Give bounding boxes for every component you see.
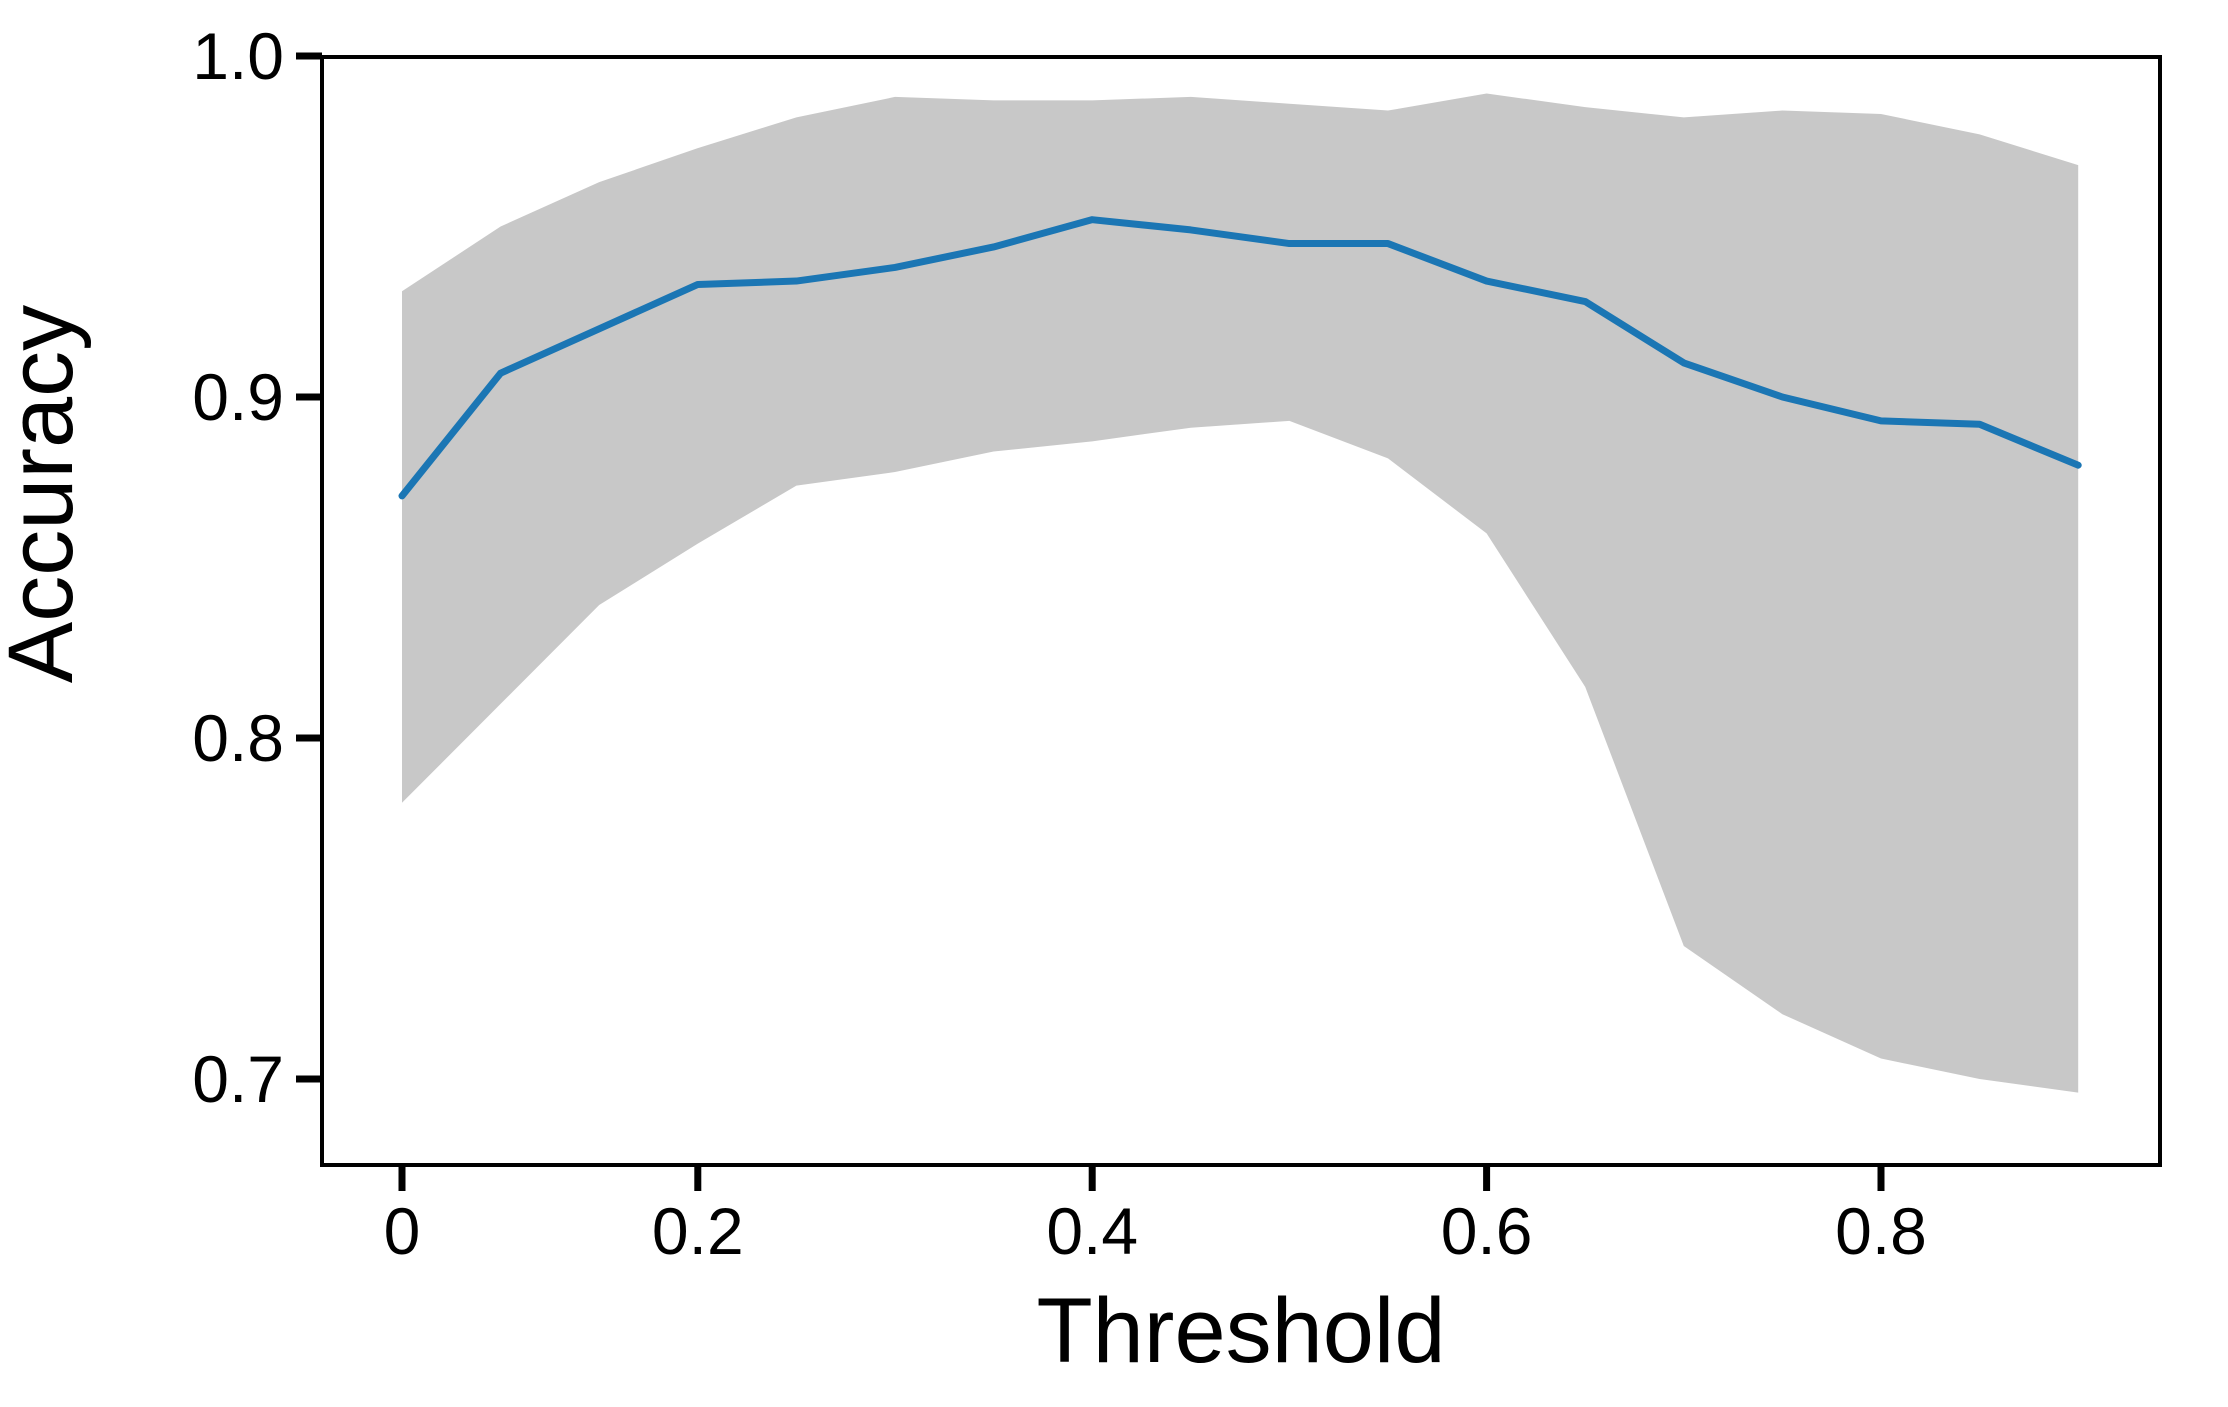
plot-border <box>320 55 2162 1167</box>
y-axis-label: Accuracy <box>0 305 92 683</box>
y-tick-label: 0.7 <box>192 1042 284 1116</box>
x-tick-label: 0 <box>384 1194 421 1268</box>
accuracy-line <box>398 216 2082 500</box>
confidence-band <box>402 93 2079 1093</box>
x-tick-label: 0.8 <box>1835 1194 1927 1268</box>
y-tick-label: 0.8 <box>192 701 284 775</box>
x-tick-label: 0.4 <box>1046 1194 1138 1268</box>
y-tick-label: 1.0 <box>192 19 284 93</box>
x-tick-label: 0.6 <box>1441 1194 1533 1268</box>
y-tick-label: 0.9 <box>192 360 284 434</box>
x-tick-label: 0.2 <box>652 1194 744 1268</box>
x-axis-label: Threshold <box>1036 1280 1445 1382</box>
